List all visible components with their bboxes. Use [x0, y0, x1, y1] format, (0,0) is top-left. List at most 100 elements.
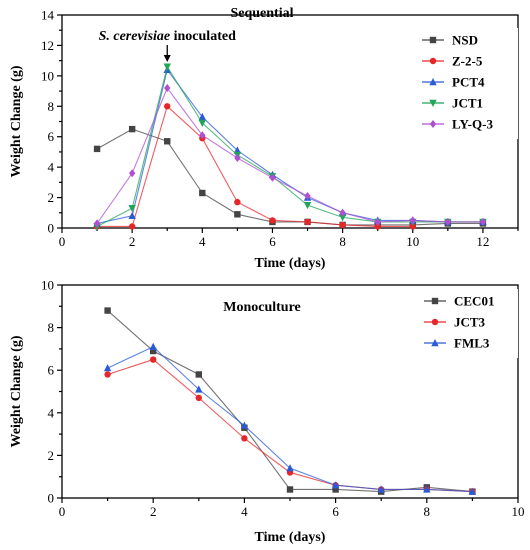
- data-point: [93, 219, 101, 228]
- data-point: [195, 371, 202, 378]
- y-tick-label: 2: [48, 448, 55, 463]
- data-point: [149, 342, 157, 350]
- data-point: [199, 131, 206, 140]
- legend-label: CEC01: [454, 294, 494, 309]
- x-tick-label: 6: [269, 234, 276, 249]
- data-point: [377, 485, 385, 493]
- x-tick-label: 8: [424, 504, 431, 519]
- data-point: [198, 112, 207, 121]
- y-tick-label: 2: [48, 190, 55, 205]
- legend-label: LY-Q-3: [452, 117, 493, 132]
- y-tick-label: 0: [48, 491, 55, 506]
- data-point: [128, 169, 136, 178]
- legend-label: NSD: [452, 33, 478, 48]
- legend-label: FML3: [454, 336, 490, 351]
- annotation-arrow-head: [163, 55, 171, 62]
- data-point: [240, 421, 249, 429]
- series-line: [96, 86, 483, 224]
- data-point: [304, 192, 311, 201]
- data-point: [468, 487, 477, 495]
- data-point: [409, 223, 416, 230]
- data-point: [234, 211, 241, 218]
- y-axis-title: Weight Change (g): [9, 65, 24, 177]
- y-tick-label: 8: [48, 99, 55, 114]
- data-point: [128, 205, 136, 213]
- data-point: [339, 221, 346, 229]
- data-point: [269, 173, 276, 182]
- annotation-italic: S. cerevisiae: [99, 29, 171, 44]
- legend-marker: [429, 99, 437, 107]
- y-tick-label: 6: [48, 129, 55, 144]
- legend-marker: [429, 36, 437, 44]
- x-tick-label: 2: [150, 504, 157, 519]
- x-tick-label: 6: [332, 504, 339, 519]
- series-LY-Q-3: [93, 84, 487, 228]
- legend-marker: [431, 318, 439, 326]
- x-axis-title: Time (days): [255, 530, 326, 545]
- series-NSD: [93, 125, 487, 229]
- y-axis-title: Weight Change (g): [9, 335, 24, 447]
- y-tick-label: 4: [48, 160, 55, 175]
- panel-title: Monoculture: [223, 300, 301, 315]
- data-point: [332, 486, 339, 493]
- data-point: [195, 394, 202, 402]
- data-point: [423, 485, 431, 493]
- legend-marker: [429, 78, 437, 86]
- y-tick-label: 12: [41, 38, 54, 53]
- y-tick-label: 4: [48, 405, 55, 420]
- data-point: [103, 364, 112, 372]
- y-tick-label: 14: [41, 8, 55, 23]
- data-point: [444, 217, 452, 226]
- legend-marker: [429, 57, 437, 65]
- data-point: [286, 464, 294, 472]
- x-tick-label: 10: [512, 504, 525, 519]
- series-line: [97, 105, 413, 228]
- x-tick-label: 12: [476, 234, 489, 249]
- data-point: [479, 217, 487, 226]
- legend: CEC01 JCT3 FML3: [420, 289, 518, 358]
- y-tick-label: 0: [48, 221, 55, 236]
- y-tick-label: 10: [41, 278, 54, 293]
- data-point: [338, 214, 347, 222]
- data-point: [195, 385, 203, 393]
- data-point: [128, 211, 136, 220]
- data-point: [164, 84, 171, 93]
- y-tick-label: 10: [41, 68, 54, 83]
- series-line: [96, 128, 483, 226]
- legend-marker: [431, 297, 439, 305]
- data-point: [93, 145, 101, 153]
- monoculture-panel: 0 2 4 6 8 10 0 2 4 6 8 10 Time (days) Weight Change (…: [9, 278, 525, 546]
- sequential-panel: 0 2 4 6 8 10 12 0 2 4 6 8 10 12 14 Time (days) Weight Ch…: [9, 6, 519, 271]
- legend-marker: [431, 339, 439, 347]
- data-point: [198, 119, 207, 128]
- x-tick-label: 10: [406, 234, 419, 249]
- series-FML3: [103, 342, 477, 495]
- annotation-rest: inoculated: [170, 29, 236, 44]
- data-point: [286, 486, 294, 493]
- data-point: [199, 189, 206, 197]
- data-point: [339, 208, 346, 217]
- data-point: [234, 198, 241, 206]
- data-point: [128, 223, 136, 230]
- data-point: [409, 216, 416, 225]
- series-Z-2-5: [93, 103, 416, 230]
- series-JCT3: [104, 356, 476, 495]
- x-tick-label: 0: [59, 504, 66, 519]
- x-axis-title: Time (days): [255, 256, 326, 271]
- x-tick-label: 4: [241, 504, 248, 519]
- legend-label: PCT4: [452, 75, 485, 90]
- series-line: [96, 65, 483, 227]
- panel-title: Sequential: [230, 6, 293, 21]
- legend-label: JCT1: [452, 96, 483, 111]
- data-point: [128, 125, 136, 133]
- legend-label: Z-2-5: [452, 54, 483, 69]
- data-point: [164, 103, 171, 110]
- data-point: [241, 435, 248, 442]
- data-point: [374, 223, 381, 230]
- legend-marker: [429, 120, 437, 128]
- data-point: [374, 217, 381, 226]
- data-point: [150, 356, 157, 363]
- y-tick-label: 6: [48, 363, 55, 378]
- data-point: [234, 154, 241, 163]
